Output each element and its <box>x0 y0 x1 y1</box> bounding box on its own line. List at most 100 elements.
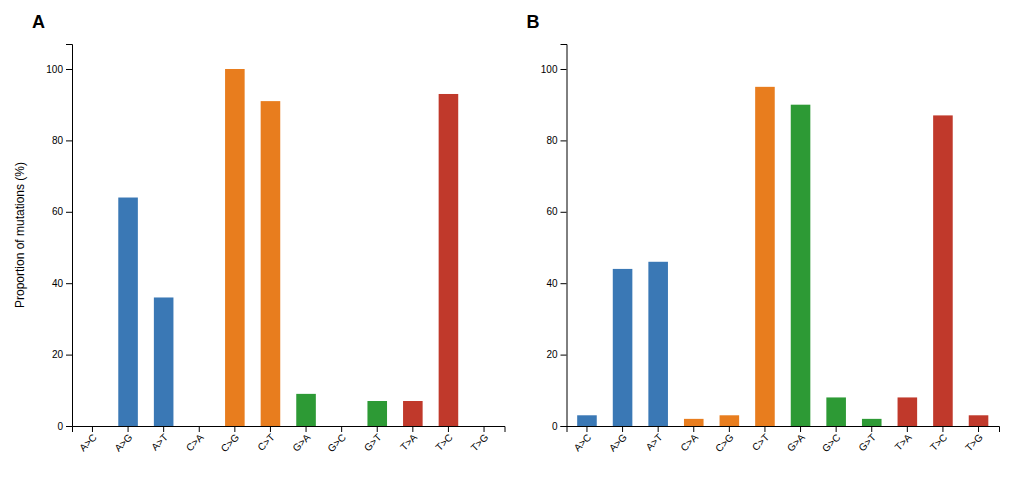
tick-mark <box>561 283 567 284</box>
tick: T>G <box>963 426 985 453</box>
tick: 20 <box>546 349 566 360</box>
x-axis: A>CA>GA>TC>AC>GC>TG>AG>CG>TT>AT>CT>G <box>73 426 506 454</box>
bar <box>684 419 704 426</box>
tick-label: 40 <box>546 278 558 289</box>
tick: A>C <box>77 426 99 453</box>
tick-mark <box>764 426 765 432</box>
tick: T>A <box>893 426 914 453</box>
tick-mark <box>561 212 567 213</box>
tick-mark <box>92 426 93 432</box>
tick-mark <box>871 426 872 432</box>
tick-label: G>A <box>290 431 312 453</box>
y-axis: 020406080100 <box>541 45 567 432</box>
tick-mark <box>729 426 730 432</box>
tick-mark <box>561 69 567 70</box>
tick-mark <box>693 426 694 432</box>
tick-mark <box>66 140 72 141</box>
bar <box>577 415 597 426</box>
tick-mark <box>234 426 235 432</box>
tick: G>C <box>325 426 348 454</box>
bar <box>720 415 740 426</box>
bar <box>648 262 668 426</box>
panel: A>CA>GA>TC>AC>GC>TG>AG>CG>TT>AT>CT>G0204… <box>13 12 505 454</box>
tick-mark <box>622 426 623 432</box>
y-axis: 020406080100 <box>46 45 72 432</box>
tick-mark <box>907 426 908 432</box>
axis-line <box>561 45 568 427</box>
bar <box>118 198 138 426</box>
axis-line <box>66 45 73 427</box>
tick-mark <box>412 426 413 432</box>
tick-mark <box>658 426 659 432</box>
tick: G>A <box>785 426 807 454</box>
tick-label: T>G <box>963 432 985 454</box>
bar <box>933 115 953 426</box>
bars <box>118 69 458 426</box>
bar <box>898 397 918 426</box>
tick-label: T>C <box>433 432 454 453</box>
bar <box>862 419 882 426</box>
tick-label: C>T <box>750 432 771 453</box>
tick-mark <box>377 426 378 432</box>
chart: A>C A>G A>T C>A C>G C>T G>A G>C G>T T>A T>C T>G 0 20 4… <box>0 0 1019 482</box>
bar <box>154 297 174 426</box>
tick-mark <box>66 283 72 284</box>
tick: G>T <box>856 426 878 453</box>
tick-mark <box>484 426 485 432</box>
tick-label: 80 <box>546 135 558 146</box>
tick-label: A>G <box>112 432 134 454</box>
panel-label: B <box>527 12 540 32</box>
bar <box>403 401 423 426</box>
tick-label: A>G <box>607 432 629 454</box>
tick-label: 60 <box>52 206 64 217</box>
bar <box>969 415 989 426</box>
tick: C>G <box>219 426 242 454</box>
bar <box>261 101 281 426</box>
tick: T>C <box>928 426 949 453</box>
tick-mark <box>561 140 567 141</box>
tick: 100 <box>46 64 72 75</box>
axis-title: Proportion of mutations (%) <box>13 162 27 308</box>
tick-mark <box>270 426 271 432</box>
tick: 60 <box>546 206 566 217</box>
tick-label: A>T <box>149 432 170 453</box>
tick-mark <box>978 426 979 432</box>
tick: C>A <box>184 426 206 453</box>
tick-label: C>G <box>219 432 242 455</box>
tick-label: G>T <box>362 432 384 454</box>
tick: G>A <box>290 426 312 454</box>
tick-label: T>A <box>893 431 914 452</box>
bar <box>367 401 387 426</box>
tick: A>C <box>572 426 594 453</box>
tick-mark <box>836 426 837 432</box>
tick-mark <box>66 69 72 70</box>
tick-label: G>C <box>325 432 348 455</box>
tick-mark <box>448 426 449 432</box>
tick-mark <box>66 355 72 356</box>
tick: T>A <box>398 426 419 453</box>
tick: 60 <box>52 206 72 217</box>
bar <box>474 426 494 427</box>
panel-label: A <box>32 12 45 32</box>
tick-mark <box>561 355 567 356</box>
tick-label: 100 <box>541 64 558 75</box>
tick-mark <box>942 426 943 432</box>
tick-label: T>A <box>398 431 419 452</box>
tick: T>G <box>469 426 491 453</box>
tick-label: A>T <box>644 432 665 453</box>
bar <box>83 426 103 427</box>
tick: G>C <box>820 426 843 454</box>
bar <box>613 269 633 426</box>
tick-label: 0 <box>57 421 63 432</box>
tick: A>T <box>644 426 665 453</box>
tick-label: T>G <box>469 432 491 454</box>
x-axis: A>CA>GA>TC>AC>GC>TG>AG>CG>TT>AT>CT>G <box>567 426 1000 454</box>
tick-mark <box>128 426 129 432</box>
tick-label: C>A <box>678 431 700 453</box>
tick-mark <box>561 426 567 427</box>
tick-label: G>A <box>785 431 807 453</box>
tick: G>T <box>362 426 384 453</box>
panel: A>CA>GA>TC>AC>GC>TG>AG>CG>TT>AT>CT>G0204… <box>527 12 1000 454</box>
tick-mark <box>66 426 72 427</box>
tick-label: 20 <box>546 349 558 360</box>
